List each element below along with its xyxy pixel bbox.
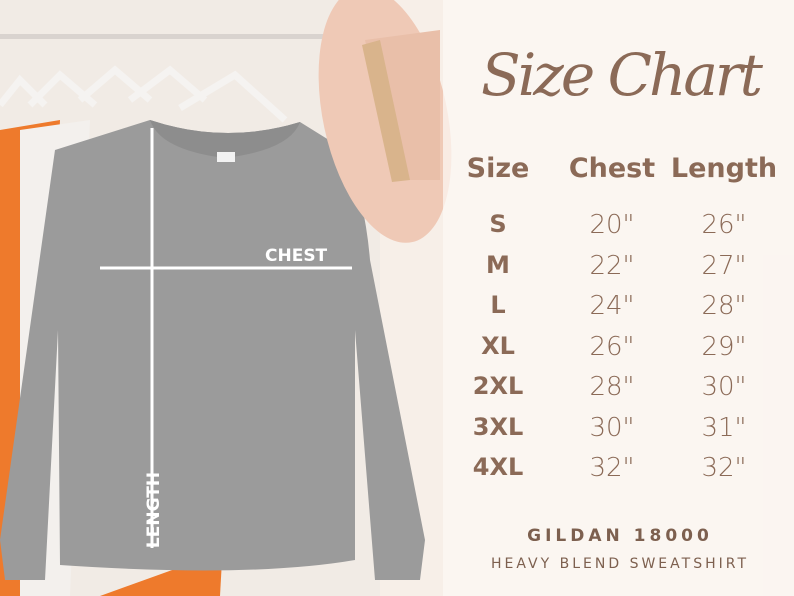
length-label: LENGTH [144,471,164,549]
chest-label: CHEST [265,246,328,266]
row-length-cell: 32" [701,453,747,483]
row-size-cell: XL [481,331,515,360]
row-chest-cell: 20" [589,210,635,240]
row-size-cell: 2XL [472,372,524,400]
header-chest: Chest [568,153,656,184]
header-length: Length [670,153,778,184]
row-chest-cell: 28" [589,372,635,402]
row-size-cell: M [486,250,510,279]
hangers [0,65,288,123]
row-length-cell: 29" [701,331,747,362]
brand-label: GILDAN 18000 [527,526,713,546]
row-chest-cell: 24" [589,291,635,321]
row-size-cell: S [489,210,507,238]
header-size: Size [466,153,530,184]
row-length-cell: 30" [701,372,747,402]
row-length-cell: 31" [701,412,747,443]
sweatshirt-image [0,120,425,580]
row-size-cell: 4XL [472,453,524,481]
row-size-cell: L [490,291,506,319]
size-chart-panel [443,0,794,596]
row-length-cell: 27" [701,250,747,281]
row-chest-cell: 30" [589,412,635,443]
clothes-rail [0,34,330,39]
row-chest-cell: 32" [589,453,635,483]
size-chart-title: Size Chart [481,41,763,109]
row-length-cell: 26" [701,210,747,240]
row-chest-cell: 22" [589,250,635,281]
row-size-cell: 3XL [472,412,524,441]
row-length-cell: 28" [701,291,747,321]
row-chest-cell: 26" [589,331,635,362]
product-label: HEAVY BLEND SWEATSHIRT [490,556,749,572]
hat-image [318,0,452,243]
